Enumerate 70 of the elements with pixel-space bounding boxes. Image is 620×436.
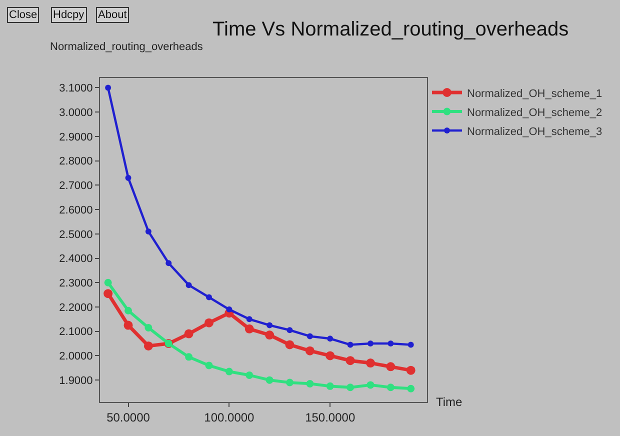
- y-tick-label: 2.2000: [59, 302, 93, 314]
- x-tick-label: 150.0000: [305, 410, 356, 424]
- point: [366, 358, 375, 368]
- y-tick-label: 2.3000: [59, 277, 93, 290]
- y-tick-label: 3.0000: [59, 106, 93, 119]
- y-tick-label: 2.7000: [59, 180, 93, 192]
- point: [144, 324, 152, 332]
- y-tick-label: 2.6000: [59, 204, 93, 216]
- point: [185, 353, 193, 361]
- text: Hdcpy: [53, 9, 85, 21]
- x-axis-title: Time: [436, 395, 463, 409]
- point: [346, 384, 354, 392]
- text: About: [98, 9, 127, 21]
- point: [346, 356, 355, 366]
- point: [124, 306, 132, 314]
- point: [144, 341, 153, 350]
- point: [166, 260, 172, 266]
- point: [326, 351, 335, 360]
- legend-label: Normalized_OH_scheme_2: [467, 106, 602, 119]
- point: [408, 342, 414, 348]
- point: [206, 294, 212, 300]
- point: [265, 330, 274, 340]
- y-tick-label: 2.9000: [59, 131, 93, 144]
- point: [388, 340, 394, 347]
- y-tick-label: 2.8000: [59, 156, 93, 168]
- point: [367, 340, 374, 347]
- point: [246, 316, 252, 322]
- point: [366, 381, 374, 389]
- point: [306, 333, 313, 340]
- point: [184, 329, 194, 338]
- legend-label: Normalized_OH_scheme_3: [467, 126, 602, 138]
- point: [266, 322, 273, 328]
- point: [386, 384, 394, 392]
- y-tick-label: 2.1000: [59, 326, 93, 338]
- point: [386, 362, 396, 372]
- point: [326, 382, 334, 390]
- point: [105, 84, 112, 91]
- point: [244, 324, 254, 334]
- x-tick-label: 50.0000: [106, 410, 150, 424]
- point: [347, 342, 354, 348]
- point: [286, 378, 294, 386]
- text: Close: [9, 9, 38, 21]
- point: [406, 366, 416, 375]
- legend-label: Normalized_OH_scheme_1: [467, 88, 602, 100]
- y-tick-label: 1.9000: [59, 374, 93, 387]
- point: [125, 174, 132, 181]
- point: [246, 371, 254, 379]
- point: [285, 340, 294, 350]
- point: [186, 282, 192, 288]
- point: [104, 289, 113, 298]
- point: [145, 228, 152, 234]
- y-tick-label: 2.4000: [59, 253, 93, 266]
- y-tick-label: 3.1000: [59, 82, 93, 95]
- point: [104, 278, 112, 286]
- chart-title: Time Vs Normalized_routing_overheads: [212, 18, 569, 40]
- y-tick-label: 2.5000: [59, 228, 93, 241]
- point: [305, 346, 314, 356]
- y-tick-label: 2.0000: [59, 350, 93, 363]
- point: [225, 368, 233, 376]
- point: [306, 380, 314, 388]
- point: [286, 327, 293, 334]
- point: [205, 362, 213, 370]
- point: [327, 336, 334, 342]
- x-tick-label: 100.0000: [204, 410, 255, 424]
- point: [124, 320, 133, 330]
- y-axis-title: Normalized_routing_overheads: [50, 41, 204, 53]
- point: [204, 318, 214, 328]
- point: [266, 376, 274, 384]
- point: [226, 306, 232, 312]
- point: [407, 384, 415, 392]
